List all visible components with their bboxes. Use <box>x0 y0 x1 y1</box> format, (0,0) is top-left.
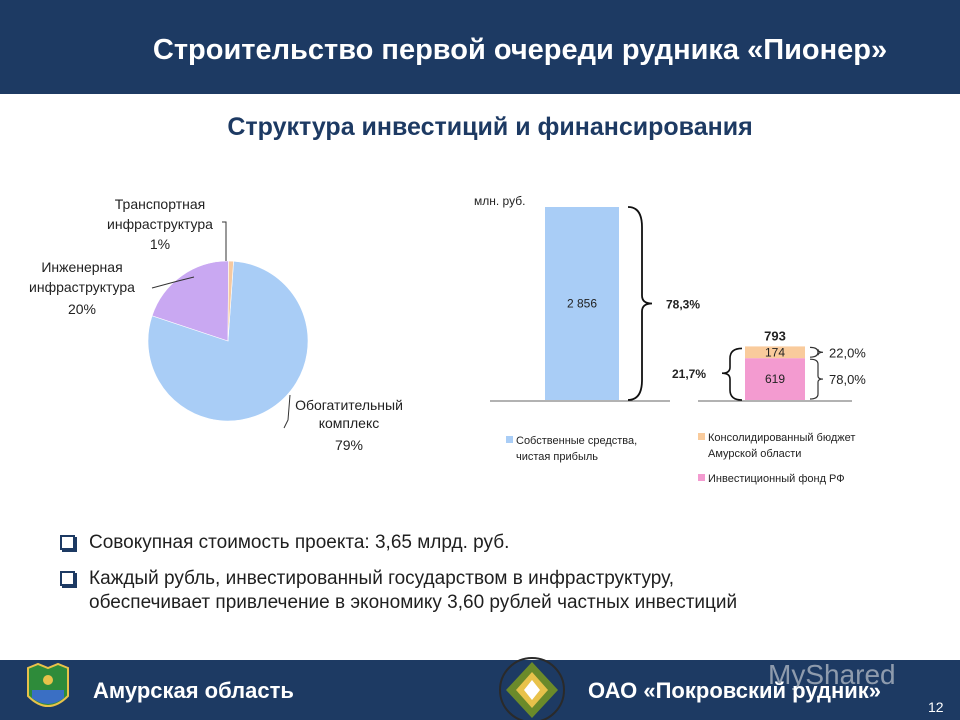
pie-chart: Обогатительный комплекс 79% Инженерная инфра… <box>29 196 403 453</box>
brace-shape <box>809 346 824 358</box>
pie-slice-label: Обогатительный <box>295 397 403 413</box>
pie-slice-label: инфраструктура <box>107 216 213 232</box>
bullet-list: Совокупная стоимость проекта: 3,65 млрд.… <box>60 531 940 627</box>
legend-label: Собственные средства, <box>516 435 637 447</box>
checkbox-bullet-icon <box>60 535 75 550</box>
bar-value-label: 174 <box>765 345 785 359</box>
watermark-text: MyShared <box>768 659 896 690</box>
footer-bar <box>0 660 960 720</box>
checkbox-bullet-icon <box>60 571 75 586</box>
header-bar <box>0 0 960 94</box>
legend-label: Консолидированный бюджет <box>708 432 855 444</box>
bar-chart: млн. руб. 2 856 619 174 793 78,3% 21,7% 78,0% 22… <box>474 194 866 485</box>
legend-swatch <box>506 436 513 443</box>
brace-shape <box>627 206 653 401</box>
footer-company-name: ОАО «Покровский рудник» <box>588 678 882 703</box>
bar-segment <box>745 358 805 400</box>
pie-slice-label: 79% <box>335 437 363 453</box>
bullet-item: Совокупная стоимость проекта: 3,65 млрд.… <box>60 531 940 555</box>
pie-slice-label: 20% <box>68 301 96 317</box>
pie-slice-label: 1% <box>150 236 170 252</box>
bar-total-label: 793 <box>764 328 786 343</box>
pie-slice-label: Инженерная <box>41 259 122 275</box>
bullet-text: Каждый рубль, инвестированный государств… <box>89 568 675 589</box>
pie-leader-line <box>151 276 195 289</box>
bullet-item: Каждый рубль, инвестированный государств… <box>60 567 940 615</box>
pie-leader-line <box>283 394 291 429</box>
pie-slice-label: комплекс <box>319 415 380 431</box>
legend-label: чистая прибыль <box>516 451 598 463</box>
bar-value-label: 2 856 <box>567 297 597 311</box>
section-subtitle: Структура инвестиций и финансирования <box>227 113 753 141</box>
bar-unit-label: млн. руб. <box>474 194 525 208</box>
bar-segment <box>545 207 619 400</box>
brace-label: 78,3% <box>666 298 700 312</box>
pie-slice-label: инфраструктура <box>29 279 135 295</box>
bar-segment <box>745 346 805 359</box>
segment-share-label: 22,0% <box>829 345 866 360</box>
pie-slice <box>151 260 229 342</box>
footer-region-name: Амурская область <box>93 678 294 703</box>
page-title: Строительство первой очереди рудника «Пи… <box>152 34 888 66</box>
legend-swatch <box>698 433 705 440</box>
pie-leader-line <box>222 221 227 261</box>
bullet-text: Совокупная стоимость проекта: 3,65 млрд.… <box>89 532 510 553</box>
brace-shape <box>721 347 743 401</box>
page-number: 12 <box>928 699 944 715</box>
brace-label: 21,7% <box>672 367 706 381</box>
pie-slice-label: Транспортная <box>115 196 205 212</box>
bar-value-label: 619 <box>765 372 785 386</box>
brace-shape <box>809 358 824 400</box>
legend-label: Амурской области <box>708 448 801 460</box>
legend-swatch <box>698 474 705 481</box>
pie-slice <box>227 260 234 342</box>
segment-share-label: 78,0% <box>829 372 866 387</box>
legend-label: Инвестиционный фонд РФ <box>708 473 845 485</box>
bullet-text: обеспечивает привлечение в экономику 3,6… <box>89 592 738 613</box>
